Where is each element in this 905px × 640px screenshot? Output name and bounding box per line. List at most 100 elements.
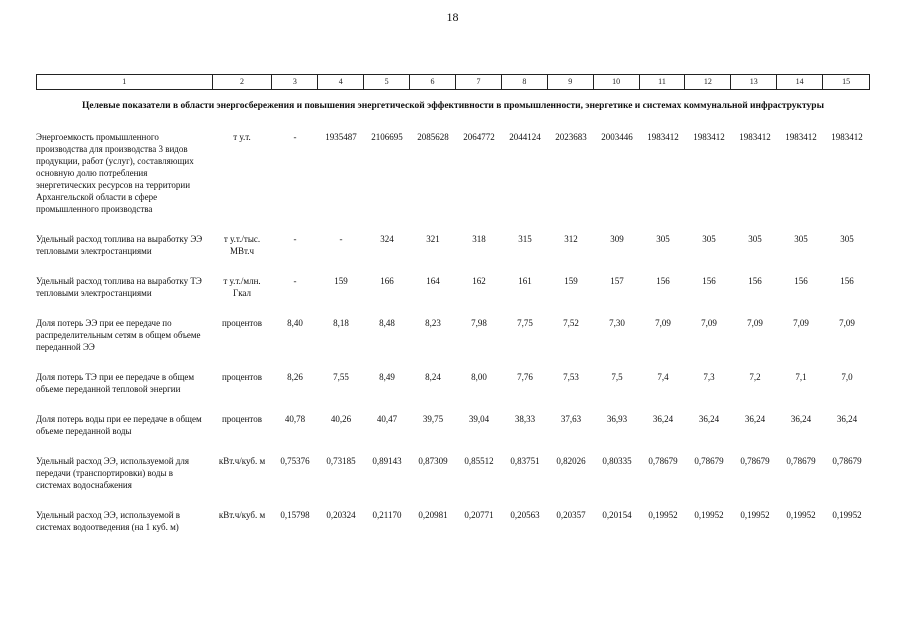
indicator-value: 36,24 bbox=[836, 414, 858, 424]
indicator-value: 318 bbox=[472, 234, 486, 244]
indicator-value: 0,21170 bbox=[372, 510, 402, 520]
indicator-unit: кВт.ч/куб. м bbox=[218, 510, 266, 520]
indicator-value: 1983412 bbox=[647, 132, 679, 142]
indicator-value: - bbox=[293, 234, 297, 244]
indicator-value: 305 bbox=[656, 234, 670, 244]
indicator-value: 0,78679 bbox=[832, 456, 862, 466]
column-number: 11 bbox=[640, 75, 686, 89]
indicator-value: 0,85512 bbox=[464, 456, 494, 466]
indicator-value: 0,89143 bbox=[372, 456, 402, 466]
indicator-value: 0,78679 bbox=[740, 456, 770, 466]
indicator-value: 162 bbox=[472, 276, 486, 286]
indicator-value: 36,24 bbox=[790, 414, 812, 424]
indicator-value: 7,76 bbox=[517, 372, 533, 382]
indicator-value: 161 bbox=[518, 276, 532, 286]
indicator-value: 164 bbox=[426, 276, 440, 286]
indicator-value: 36,24 bbox=[698, 414, 720, 424]
indicator-value: 305 bbox=[748, 234, 762, 244]
indicator-name: Доля потерь ТЭ при ее передаче в общем о… bbox=[36, 372, 195, 394]
indicator-value: 1983412 bbox=[831, 132, 863, 142]
indicator-value: 0,75376 bbox=[280, 456, 310, 466]
indicator-value: 156 bbox=[702, 276, 716, 286]
column-number-row: 1 2 3 4 5 6 7 8 9 10 11 12 13 14 15 bbox=[36, 74, 870, 90]
indicator-value: 0,78679 bbox=[648, 456, 678, 466]
indicator-value: 37,63 bbox=[560, 414, 582, 424]
column-number: 2 bbox=[213, 75, 273, 89]
indicator-value: 0,19952 bbox=[694, 510, 724, 520]
indicator-value: 315 bbox=[518, 234, 532, 244]
column-number: 15 bbox=[842, 77, 851, 86]
indicator-value: 7,09 bbox=[655, 318, 671, 328]
column-number: 13 bbox=[731, 75, 778, 89]
indicator-unit: т у.т./тыс. МВт.ч bbox=[223, 234, 261, 256]
indicator-value: 156 bbox=[656, 276, 670, 286]
indicator-name: Удельный расход топлива на выработку ТЭ … bbox=[36, 276, 202, 298]
table-row: Энергоемкость промышленного производства… bbox=[36, 131, 870, 215]
table-row: Доля потерь воды при ее передаче в общем… bbox=[36, 413, 870, 437]
column-number: 6 bbox=[410, 75, 456, 89]
indicator-unit: кВт.ч/куб. м bbox=[218, 456, 266, 466]
indicator-table: 1 2 3 4 5 6 7 8 9 10 11 12 13 14 15 Целевые показатели… bbox=[36, 74, 870, 551]
indicator-name: Энергоемкость промышленного производства… bbox=[36, 132, 194, 214]
indicator-value: 312 bbox=[564, 234, 578, 244]
indicator-value: 7,3 bbox=[703, 372, 715, 382]
indicator-value: 36,24 bbox=[744, 414, 766, 424]
indicator-value: 36,93 bbox=[606, 414, 628, 424]
indicator-value: 0,19952 bbox=[740, 510, 770, 520]
indicator-unit: процентов bbox=[221, 414, 262, 424]
column-number: 8 bbox=[502, 75, 548, 89]
indicator-value: 0,87309 bbox=[418, 456, 448, 466]
indicator-value: 2023683 bbox=[555, 132, 587, 142]
column-number: 3 bbox=[272, 75, 319, 89]
section-title: Целевые показатели в области энергосбере… bbox=[82, 101, 824, 111]
indicator-value: 0,20154 bbox=[602, 510, 632, 520]
page-number: 18 bbox=[446, 10, 459, 24]
indicator-value: 156 bbox=[794, 276, 808, 286]
indicator-value: 7,1 bbox=[795, 372, 807, 382]
indicator-value: 0,19952 bbox=[832, 510, 862, 520]
indicator-value: 7,4 bbox=[657, 372, 669, 382]
column-number: 10 bbox=[594, 75, 640, 89]
indicator-value: 1935487 bbox=[325, 132, 357, 142]
indicator-value: 8,24 bbox=[425, 372, 441, 382]
table-row: Доля потерь ЭЭ при ее передаче по распре… bbox=[36, 317, 870, 353]
table-row: Удельный расход ЭЭ, используемой в систе… bbox=[36, 509, 870, 533]
indicator-name: Доля потерь ЭЭ при ее передаче по распре… bbox=[36, 318, 201, 352]
table-row: Удельный расход топлива на выработку ТЭ … bbox=[36, 275, 870, 299]
indicator-value: 305 bbox=[794, 234, 808, 244]
indicator-value: 7,75 bbox=[517, 318, 533, 328]
indicator-value: 1983412 bbox=[739, 132, 771, 142]
column-number: 5 bbox=[364, 75, 411, 89]
column-number: 4 bbox=[318, 75, 365, 89]
table-row: Доля потерь ТЭ при ее передаче в общем о… bbox=[36, 371, 870, 395]
indicator-value: 40,78 bbox=[284, 414, 306, 424]
indicator-value: 0,82026 bbox=[556, 456, 586, 466]
indicator-value: 159 bbox=[564, 276, 578, 286]
indicator-value: 7,30 bbox=[609, 318, 625, 328]
indicator-unit: т у.т./млн. Гкал bbox=[223, 276, 261, 298]
table-body: Энергоемкость промышленного производства… bbox=[36, 131, 870, 533]
indicator-value: 2106695 bbox=[371, 132, 403, 142]
indicator-unit: т у.т. bbox=[233, 132, 251, 142]
indicator-value: 8,40 bbox=[287, 318, 303, 328]
indicator-value: - bbox=[293, 276, 297, 286]
indicator-name: Удельный расход ЭЭ, используемой в систе… bbox=[36, 510, 181, 532]
table-row: Удельный расход топлива на выработку ЭЭ … bbox=[36, 233, 870, 257]
indicator-value: - bbox=[293, 132, 297, 142]
indicator-name: Удельный расход топлива на выработку ЭЭ … bbox=[36, 234, 203, 256]
indicator-value: 7,98 bbox=[471, 318, 487, 328]
indicator-value: 1983412 bbox=[785, 132, 817, 142]
indicator-value: 8,48 bbox=[379, 318, 395, 328]
indicator-value: 156 bbox=[748, 276, 762, 286]
table-row: Удельный расход ЭЭ, используемой для пер… bbox=[36, 455, 870, 491]
indicator-value: 7,55 bbox=[333, 372, 349, 382]
indicator-value: 40,26 bbox=[330, 414, 352, 424]
indicator-value: 0,19952 bbox=[648, 510, 678, 520]
column-number: 14 bbox=[777, 75, 824, 89]
indicator-value: 36,24 bbox=[652, 414, 674, 424]
column-number: 12 bbox=[685, 75, 732, 89]
indicator-value: 0,20563 bbox=[510, 510, 540, 520]
indicator-value: 7,53 bbox=[563, 372, 579, 382]
indicator-value: 39,04 bbox=[468, 414, 490, 424]
